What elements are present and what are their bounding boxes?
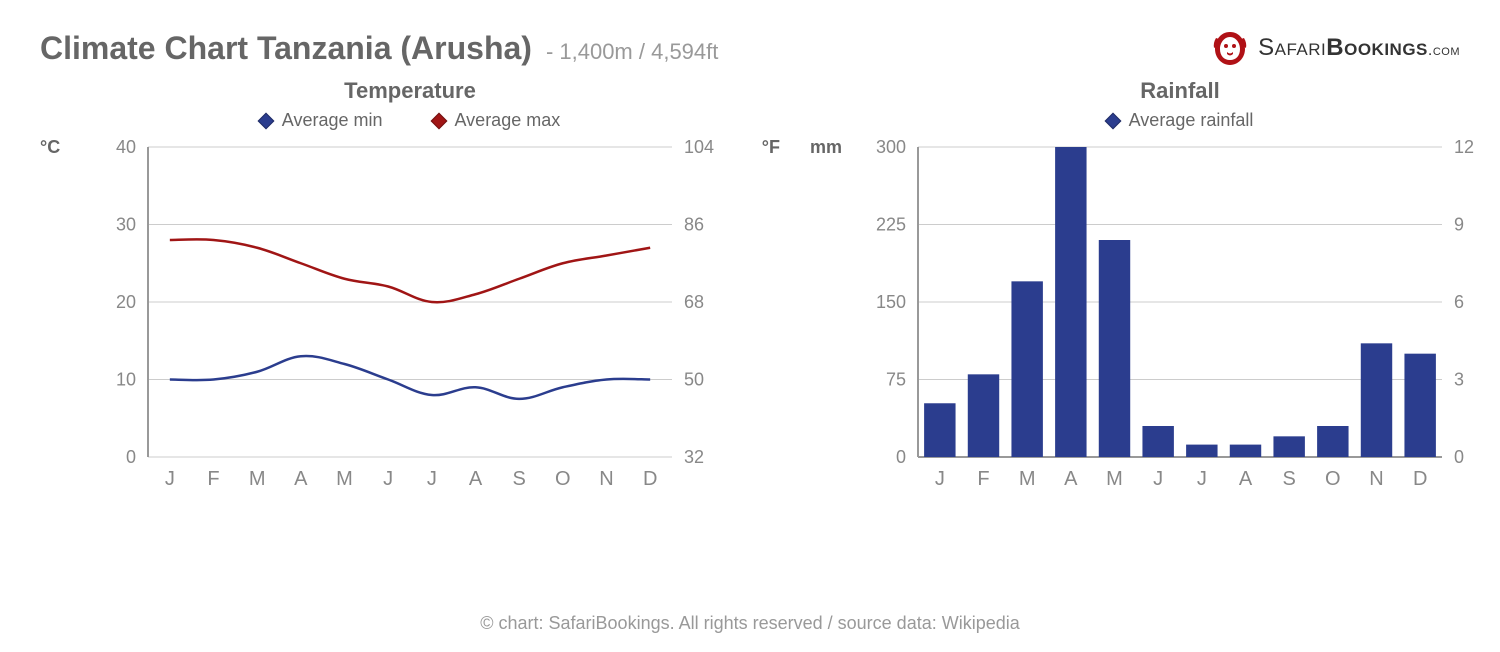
svg-text:F: F	[977, 468, 989, 490]
svg-text:D: D	[643, 468, 657, 490]
temperature-legend: Average min Average max	[40, 110, 780, 131]
rainfall-legend: Average rainfall	[810, 110, 1500, 131]
svg-text:M: M	[336, 468, 353, 490]
unit-celsius: °C	[40, 137, 90, 158]
legend-item-min: Average min	[260, 110, 383, 131]
header: Climate Chart Tanzania (Arusha) - 1,400m…	[0, 0, 1500, 78]
svg-text:225: 225	[876, 215, 906, 235]
diamond-icon	[430, 112, 447, 129]
legend-label: Average min	[282, 110, 383, 131]
unit-fahrenheit: °F	[730, 137, 780, 158]
svg-text:300: 300	[876, 137, 906, 157]
svg-text:86: 86	[684, 215, 704, 235]
svg-text:O: O	[1325, 468, 1341, 490]
lion-icon	[1210, 28, 1250, 68]
rainfall-plot: 0 0 75 3 150 6 225 9 300 12 J F M A M J J A S O N D	[860, 137, 1500, 497]
svg-text:J: J	[383, 468, 393, 490]
svg-text:20: 20	[116, 292, 136, 312]
svg-text:J: J	[1153, 468, 1163, 490]
svg-text:6: 6	[1454, 292, 1464, 312]
svg-text:M: M	[1106, 468, 1123, 490]
svg-text:A: A	[1239, 468, 1253, 490]
svg-text:J: J	[165, 468, 175, 490]
diamond-icon	[1104, 112, 1121, 129]
temperature-plot: 0 32 10 50 20 68 30 86 40 104 J F M A M J J A S O N D	[90, 137, 730, 497]
svg-text:S: S	[512, 468, 525, 490]
svg-text:150: 150	[876, 292, 906, 312]
svg-text:M: M	[1019, 468, 1036, 490]
svg-text:J: J	[1197, 468, 1207, 490]
svg-text:75: 75	[886, 370, 906, 390]
svg-text:N: N	[1369, 468, 1383, 490]
rainfall-panel: Rainfall Average rainfall mm 0 0 75 3 150 6 22…	[810, 78, 1500, 497]
temperature-title: Temperature	[40, 78, 780, 104]
svg-text:A: A	[469, 468, 483, 490]
rainfall-title: Rainfall	[810, 78, 1500, 104]
svg-text:0: 0	[896, 447, 906, 467]
unit-mm: mm	[810, 137, 860, 158]
svg-text:A: A	[1064, 468, 1078, 490]
svg-text:50: 50	[684, 370, 704, 390]
svg-text:J: J	[427, 468, 437, 490]
rainfall-plot-wrap: 0 0 75 3 150 6 225 9 300 12 J F M A M J J A S O N D	[860, 137, 1500, 497]
temperature-axis-units: °C 0 32 10 50 20 68 30 86 40 104 J F M A M J J A S O N D °F	[40, 137, 780, 497]
svg-text:A: A	[294, 468, 308, 490]
charts-container: Temperature Average min Average max °C 0…	[0, 78, 1500, 497]
svg-text:9: 9	[1454, 215, 1464, 235]
svg-text:S: S	[1282, 468, 1295, 490]
svg-text:D: D	[1413, 468, 1427, 490]
svg-text:68: 68	[684, 292, 704, 312]
temperature-plot-wrap: 0 32 10 50 20 68 30 86 40 104 J F M A M J J A S O N D	[90, 137, 730, 497]
page-subtitle: - 1,400m / 4,594ft	[546, 39, 718, 65]
temperature-panel: Temperature Average min Average max °C 0…	[40, 78, 780, 497]
svg-text:0: 0	[1454, 447, 1464, 467]
svg-text:104: 104	[684, 137, 714, 157]
footer-credit: © chart: SafariBookings. All rights rese…	[0, 613, 1500, 634]
diamond-icon	[257, 112, 274, 129]
svg-text:30: 30	[116, 215, 136, 235]
rainfall-axis-units: mm 007531506225930012JFMAMJJASOND in	[810, 137, 1500, 497]
svg-text:32: 32	[684, 447, 704, 467]
logo-text: SafariBookings.com	[1258, 34, 1460, 62]
svg-text:0: 0	[126, 447, 136, 467]
title-block: Climate Chart Tanzania (Arusha) - 1,400m…	[40, 30, 718, 67]
legend-item-max: Average max	[433, 110, 561, 131]
svg-text:40: 40	[116, 137, 136, 157]
logo: SafariBookings.com	[1210, 28, 1460, 68]
svg-text:M: M	[249, 468, 266, 490]
svg-text:12: 12	[1454, 137, 1474, 157]
legend-label: Average rainfall	[1129, 110, 1254, 131]
legend-label: Average max	[455, 110, 561, 131]
legend-item-rain: Average rainfall	[1107, 110, 1254, 131]
svg-text:10: 10	[116, 370, 136, 390]
svg-text:O: O	[555, 468, 571, 490]
page-title: Climate Chart Tanzania (Arusha)	[40, 30, 532, 67]
svg-text:3: 3	[1454, 370, 1464, 390]
svg-text:F: F	[207, 468, 219, 490]
svg-text:J: J	[935, 468, 945, 490]
svg-text:N: N	[599, 468, 613, 490]
